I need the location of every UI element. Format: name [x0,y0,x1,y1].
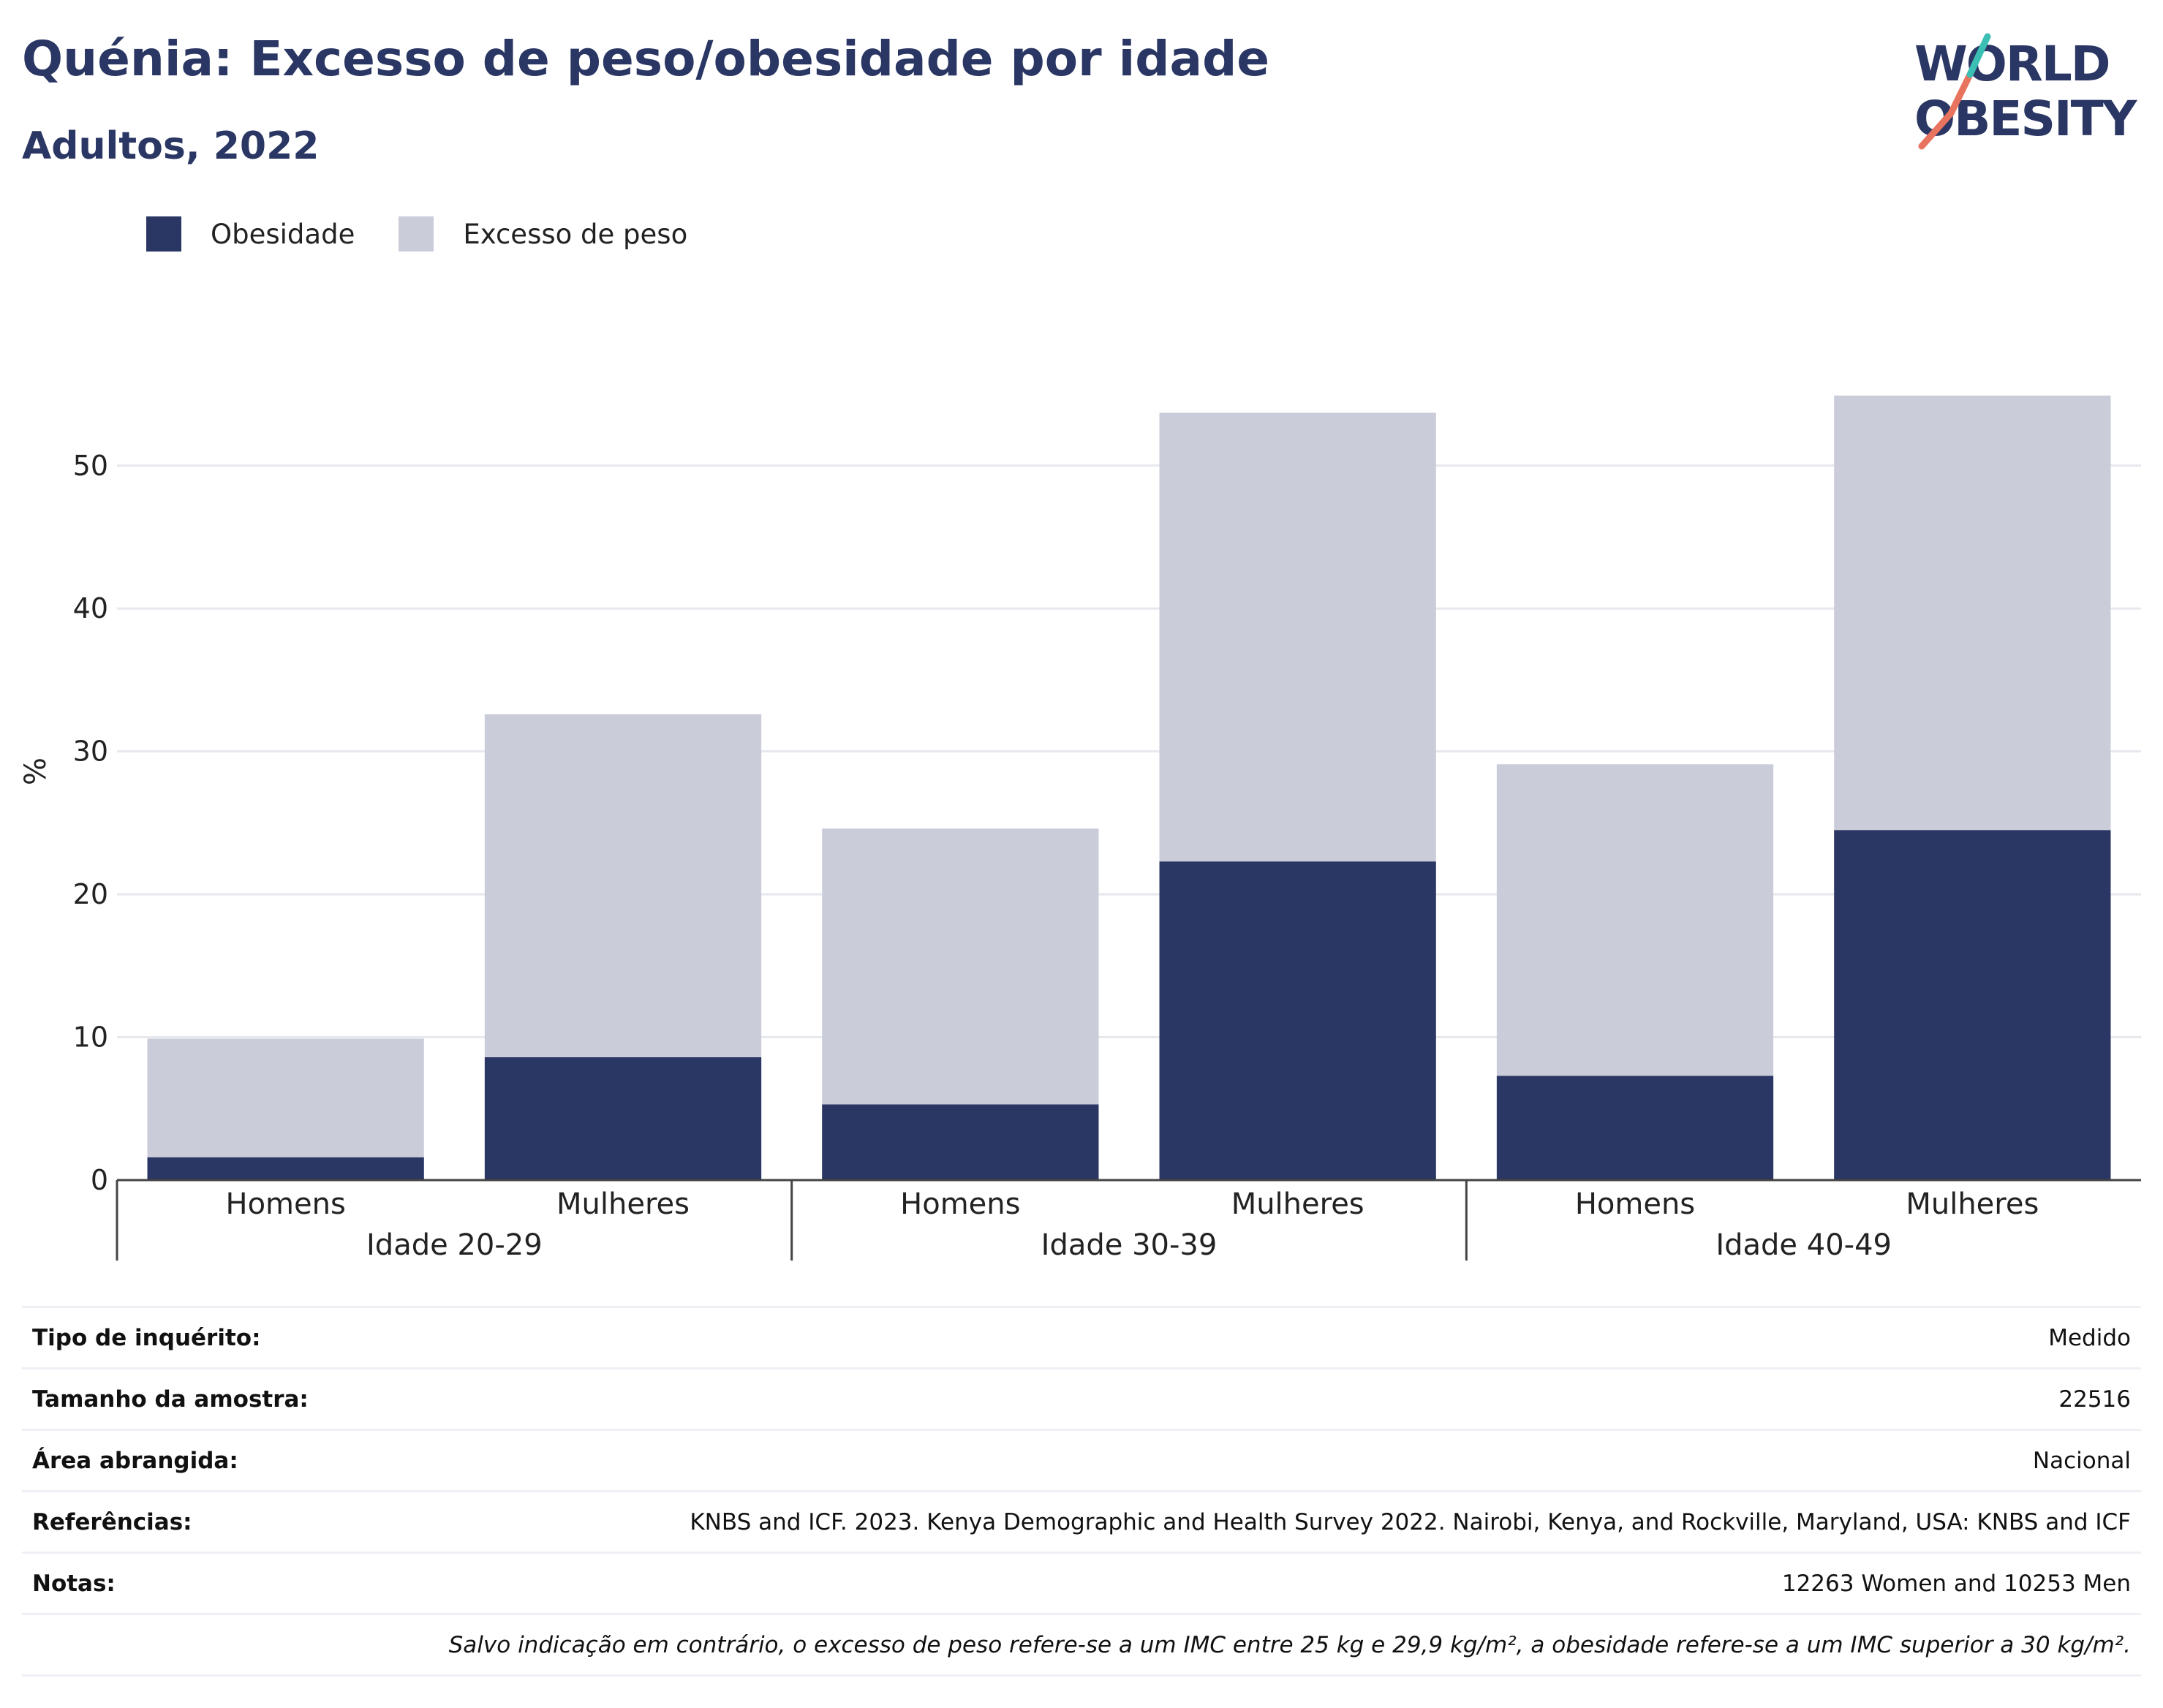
info-row-footnote: Salvo indicação em contrário, o excesso … [22,1613,2141,1677]
info-row-referencias: Referências: KNBS and ICF. 2023. Kenya D… [22,1490,2141,1553]
y-tick-label: 10 [73,1021,108,1054]
info-label: Notas: [22,1552,380,1614]
bar-excesso-de-peso[interactable] [484,714,762,1057]
bar-obesidade[interactable] [1834,830,2111,1180]
bar-excesso-de-peso[interactable] [822,828,1099,1105]
y-axis-label: % [19,757,53,785]
x-category-label: Homens [1575,1187,1695,1221]
info-row-area: Área abrangida: Nacional [22,1429,2141,1492]
x-category-label: Mulheres [1231,1187,1364,1221]
legend-swatch-obesidade [146,216,181,252]
info-row-notas: Notas: 12263 Women and 10253 Men [22,1552,2141,1614]
info-label: Área abrangida: [22,1429,380,1492]
info-value: 22516 [380,1367,2141,1430]
legend-swatch-excesso-de-peso [399,216,434,252]
svg-text:WORLD: WORLD [1914,36,2110,92]
y-tick-label: 20 [73,878,108,910]
gridlines [117,464,2141,1039]
bar-excesso-de-peso[interactable] [1159,412,1436,862]
bar-obesidade[interactable] [147,1157,424,1180]
bar-obesidade[interactable] [1496,1076,1774,1180]
bar-obesidade[interactable] [484,1057,762,1180]
info-value: 12263 Women and 10253 Men [380,1552,2141,1614]
legend-item-excesso-de-peso[interactable]: Excesso de peso [399,216,687,252]
x-category-label: Mulheres [556,1187,690,1221]
chart-legend: Obesidade Excesso de peso [146,216,731,252]
bar-excesso-de-peso[interactable] [1496,764,1774,1076]
x-group-label: Idade 40-49 [1715,1228,1892,1262]
survey-info-table: Tipo de inquérito: Medido Tamanho da amo… [22,1306,2141,1677]
y-tick-label: 40 [73,592,108,624]
bar-excesso-de-peso[interactable] [1834,396,2111,831]
x-group-label: Idade 30-39 [1041,1228,1218,1262]
bar-obesidade[interactable] [822,1104,1099,1180]
x-category-label: Mulheres [1906,1187,2039,1221]
world-obesity-logo: WORLD OBESITY [1914,33,2140,150]
bar-chart: 0 10 20 30 40 50 Homens Mulheres Idade 20-29 Home… [19,396,2141,1262]
bar-obesidade[interactable] [1159,861,1436,1180]
info-row-amostra: Tamanho da amostra: 22516 [22,1367,2141,1430]
y-tick-label: 0 [91,1164,108,1196]
x-category-label: Homens [900,1187,1020,1221]
bar-excesso-de-peso[interactable] [147,1038,424,1157]
info-label: Tamanho da amostra: [22,1367,380,1430]
info-value: KNBS and ICF. 2023. Kenya Demographic an… [380,1490,2141,1553]
chart-subtitle: Adultos, 2022 [22,124,320,168]
info-value: Nacional [380,1429,2141,1492]
chart-title: Quénia: Excesso de peso/obesidade por id… [22,31,1270,87]
footnote: Salvo indicação em contrário, o excesso … [22,1613,2141,1677]
x-category-label: Homens [226,1187,346,1221]
svg-text:OBESITY: OBESITY [1914,91,2138,147]
info-row-tipo: Tipo de inquérito: Medido [22,1306,2141,1369]
y-tick-label: 50 [73,450,108,482]
legend-item-obesidade[interactable]: Obesidade [146,216,355,252]
axes: 0 10 20 30 40 50 Homens Mulheres Idade 20-29 Home… [73,450,2141,1262]
x-group-label: Idade 20-29 [366,1228,543,1262]
legend-label-excesso-de-peso: Excesso de peso [463,218,688,250]
info-value: Medido [380,1306,2141,1369]
info-label: Tipo de inquérito: [22,1306,380,1369]
y-tick-label: 30 [73,736,108,768]
info-label: Referências: [22,1490,380,1553]
legend-label-obesidade: Obesidade [211,218,355,250]
bars [147,396,2111,1180]
